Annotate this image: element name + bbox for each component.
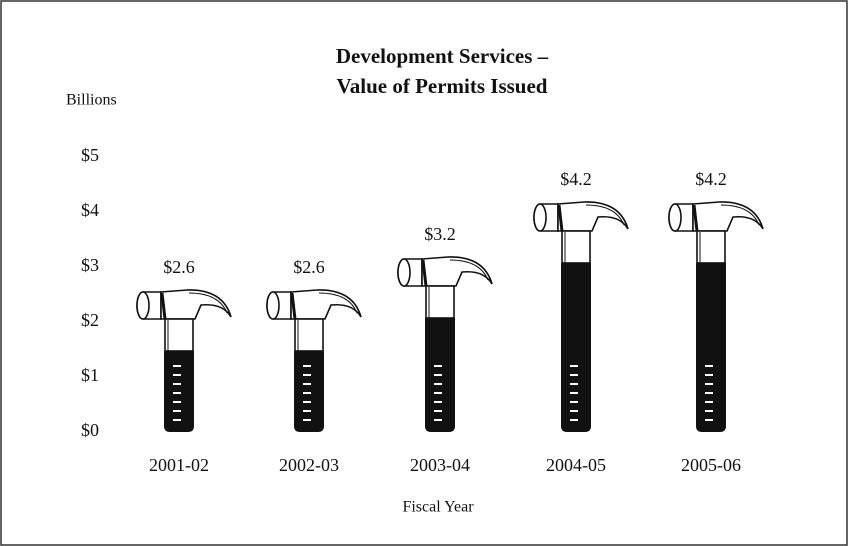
y-unit-label: Billions [66, 92, 117, 109]
value-label: $4.2 [695, 169, 727, 189]
hammer-face-rim [398, 259, 410, 286]
hammer-face-rim [267, 292, 279, 319]
chart: Development Services – Value of Permits … [0, 0, 848, 546]
y-tick-label: $2 [81, 310, 99, 330]
hammer-neck [295, 319, 323, 351]
value-label: $4.2 [560, 169, 592, 189]
hammer-grip [696, 263, 726, 432]
x-axis-label: Fiscal Year [402, 499, 474, 516]
x-tick-label: 2001-02 [149, 455, 209, 475]
y-tick-label: $5 [81, 145, 99, 165]
y-tick-label: $3 [81, 255, 99, 275]
chart-title: Value of Permits Issued [337, 74, 548, 98]
page: {"chart_data": { "type": "pictograph", "… [0, 0, 848, 546]
hammer-face-rim [669, 204, 681, 231]
x-tick-label: 2003-04 [410, 455, 470, 475]
hammer-face-rim [534, 204, 546, 231]
value-label: $3.2 [424, 224, 456, 244]
value-label: $2.6 [163, 257, 195, 277]
y-tick-label: $4 [81, 200, 99, 220]
chart-title: Development Services – [336, 44, 549, 68]
x-tick-label: 2002-03 [279, 455, 339, 475]
hammer-grip [561, 263, 591, 432]
hammer-neck [697, 231, 725, 263]
x-tick-label: 2005-06 [681, 455, 741, 475]
hammer-neck [426, 286, 454, 318]
x-tick-label: 2004-05 [546, 455, 606, 475]
y-tick-label: $0 [81, 420, 99, 440]
value-label: $2.6 [293, 257, 325, 277]
hammer-neck [165, 319, 193, 351]
hammer-neck [562, 231, 590, 263]
y-tick-label: $1 [81, 365, 99, 385]
hammer-face-rim [137, 292, 149, 319]
